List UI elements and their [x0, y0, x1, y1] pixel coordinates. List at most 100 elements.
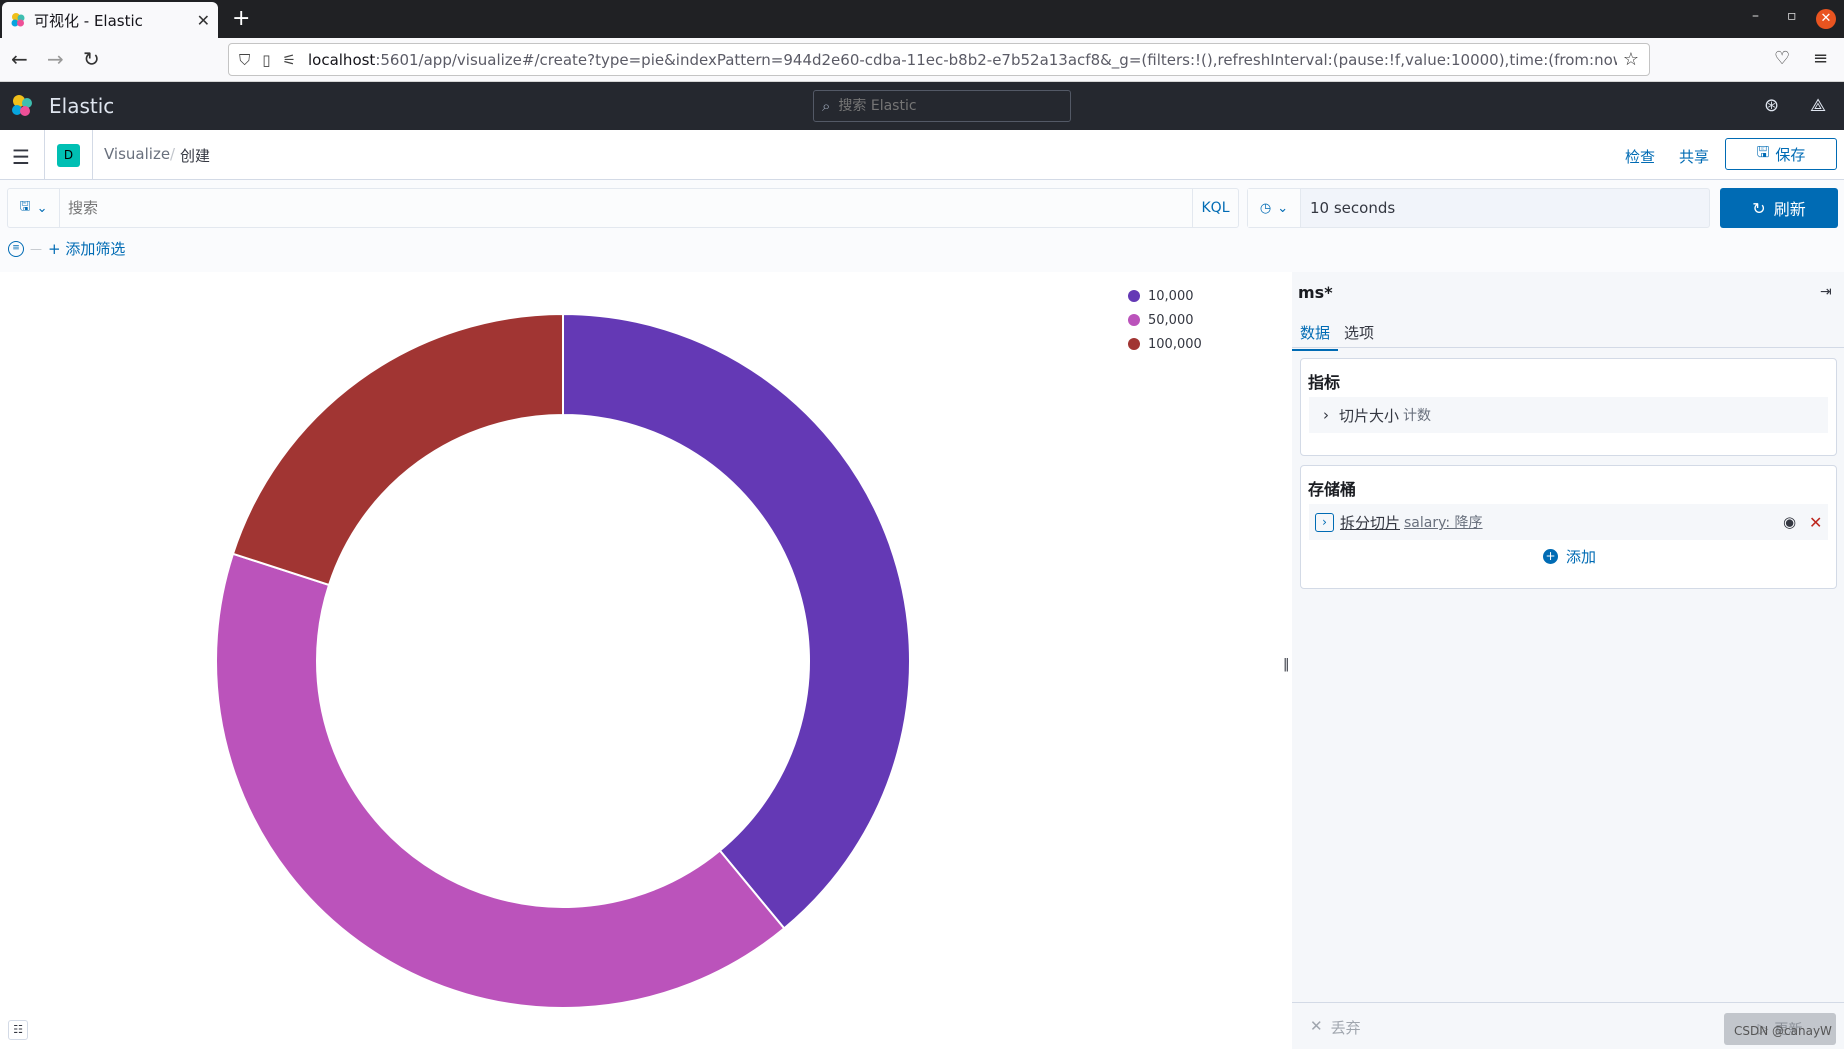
browser-tab[interactable]: 可视化 - Elastic ✕ — [2, 2, 218, 38]
tab-data[interactable]: 数据 — [1291, 324, 1339, 351]
buckets-panel: 存储桶 › 拆分切片 salary: 降序 ◉ ✕ + 添加 — [1300, 465, 1837, 589]
update-label: 更新 — [1774, 1022, 1803, 1038]
collapse-sidebar-icon[interactable]: ⇥ — [1820, 284, 1832, 300]
bucket-sub[interactable]: salary: 降序 — [1404, 515, 1483, 531]
filter-options-icon[interactable]: ≡ — [8, 240, 24, 257]
resize-handle-icon: ‖ — [1283, 657, 1290, 672]
browser-navbar: ← → ↻ ⛉ ▯ ⚟ localhost:5601/app/visualize… — [0, 38, 1844, 82]
update-button[interactable]: ▷ 更新 — [1724, 1013, 1836, 1045]
reload-icon[interactable]: ↻ — [83, 47, 100, 71]
bookmark-star-icon[interactable]: ☆ — [1622, 49, 1639, 70]
legend-item[interactable]: 100,000 — [1128, 332, 1202, 356]
play-icon: ▷ — [1757, 1021, 1769, 1037]
elastic-logo-icon[interactable] — [10, 94, 34, 118]
index-pattern-title: ms* — [1298, 283, 1333, 302]
divider: — — [30, 241, 42, 256]
saved-query-button[interactable]: 🖫 ⌄ — [8, 189, 60, 227]
maximize-icon[interactable]: ▫ — [1787, 8, 1797, 24]
query-area: 🖫 ⌄ KQL ◷ ⌄ 10 seconds ↻ 刷新 ≡ — + 添加筛选 — [0, 180, 1844, 272]
tab-options[interactable]: 选项 — [1344, 324, 1375, 342]
forward-icon[interactable]: → — [47, 47, 64, 71]
url-text: localhost:5601/app/visualize#/create?typ… — [307, 50, 1617, 69]
legend-label: 50,000 — [1148, 312, 1194, 328]
browser-tab-strip: 可视化 - Elastic ✕ + – ▫ ✕ — [0, 0, 1844, 38]
minimize-icon[interactable]: – — [1752, 8, 1759, 24]
refresh-interval-value[interactable]: 10 seconds — [1310, 199, 1396, 217]
tab-close-icon[interactable]: ✕ — [196, 10, 210, 30]
metric-label: 切片大小 — [1339, 406, 1400, 425]
chevron-right-icon[interactable]: › — [1315, 512, 1334, 532]
remove-icon[interactable]: ✕ — [1809, 512, 1823, 532]
metrics-panel: 指标 › 切片大小 计数 — [1300, 358, 1837, 456]
space-avatar[interactable]: D — [57, 144, 80, 167]
inspect-link[interactable]: 检查 — [1625, 148, 1656, 166]
breadcrumb-create: 创建 — [180, 147, 211, 165]
pie-slice-100000[interactable] — [231, 312, 564, 587]
buckets-title: 存储桶 — [1308, 480, 1357, 499]
browser-tab-title: 可视化 - Elastic — [34, 11, 143, 30]
pie-chart — [215, 312, 911, 1009]
page-icon: ▯ — [262, 50, 271, 69]
plus-icon: + — [1542, 549, 1558, 564]
elastic-brand[interactable]: Elastic — [49, 94, 115, 118]
newsfeed-icon[interactable]: ⟁ — [1810, 95, 1827, 116]
discard-button[interactable]: ✕ 丢弃 — [1310, 1017, 1361, 1038]
editor-sidebar: ms* ⇥ 数据 选项 指标 › 切片大小 计数 存储桶 › 拆分切片 sala… — [1291, 272, 1844, 1049]
time-picker: ◷ ⌄ 10 seconds — [1247, 188, 1710, 228]
sidebar-tabs: 数据 选项 — [1291, 316, 1844, 351]
breadcrumb-separator: / — [170, 145, 176, 163]
pocket-icon[interactable]: ♡ — [1774, 48, 1791, 69]
chevron-down-icon: ⌄ — [36, 200, 48, 216]
add-bucket-label: 添加 — [1565, 548, 1596, 566]
pie-slice-10000[interactable] — [562, 312, 911, 930]
global-search-input[interactable] — [838, 98, 1059, 114]
breadcrumb-visualize[interactable]: Visualize — [104, 145, 171, 163]
query-bar: 🖫 ⌄ KQL — [7, 188, 1239, 228]
share-link[interactable]: 共享 — [1679, 148, 1710, 166]
global-search[interactable]: ⌕ — [813, 90, 1071, 122]
chevron-down-icon: ⌄ — [1277, 200, 1289, 216]
metric-item[interactable]: › 切片大小 计数 — [1309, 397, 1828, 433]
add-filter-link[interactable]: + 添加筛选 — [48, 240, 126, 258]
saved-query-icon: 🖫 — [19, 199, 31, 214]
new-tab-icon[interactable]: + — [232, 6, 251, 31]
pie-slice-50000[interactable] — [215, 552, 786, 1009]
refresh-button[interactable]: ↻ 刷新 — [1720, 188, 1838, 228]
panel-resizer[interactable]: ‖ — [1280, 272, 1292, 1049]
legend-dot-icon — [1128, 290, 1140, 302]
legend-dot-icon — [1128, 338, 1140, 350]
refresh-label: 刷新 — [1773, 200, 1806, 219]
bucket-label[interactable]: 拆分切片 — [1340, 513, 1401, 532]
permissions-icon: ⚟ — [282, 50, 296, 69]
watermark: CSDN @canayW — [1734, 1024, 1832, 1038]
help-icon[interactable]: ⊛ — [1764, 95, 1780, 116]
eye-icon[interactable]: ◉ — [1783, 513, 1797, 531]
chart-legend: 10,000 50,000 100,000 — [1128, 284, 1202, 356]
quick-menu-button[interactable]: ◷ ⌄ — [1248, 189, 1301, 227]
divider — [44, 130, 45, 180]
save-icon: 🖫 — [1756, 142, 1770, 161]
legend-item[interactable]: 10,000 — [1128, 284, 1202, 308]
add-bucket-button[interactable]: + 添加 — [1301, 546, 1838, 567]
back-icon[interactable]: ← — [11, 47, 28, 71]
filter-bar: ≡ — + 添加筛选 — [8, 238, 125, 259]
close-icon: ✕ — [1310, 1017, 1323, 1035]
legend-label: 10,000 — [1148, 288, 1194, 304]
list-icon[interactable]: ☷ — [8, 1020, 28, 1040]
clock-icon: ◷ — [1259, 200, 1272, 216]
query-language-toggle[interactable]: KQL — [1192, 189, 1238, 227]
save-label: 保存 — [1775, 145, 1806, 164]
legend-item[interactable]: 50,000 — [1128, 308, 1202, 332]
query-input[interactable] — [68, 199, 1068, 217]
breadcrumb-bar: ☰ D Visualize / 创建 检查 共享 🖫 保存 — [0, 130, 1844, 180]
metric-sub: 计数 — [1403, 408, 1432, 424]
app-menu-icon[interactable]: ≡ — [1813, 48, 1829, 69]
bucket-item[interactable]: › 拆分切片 salary: 降序 ◉ ✕ — [1309, 504, 1828, 540]
metrics-title: 指标 — [1308, 373, 1341, 392]
divider — [92, 130, 93, 180]
url-bar[interactable]: ⛉ ▯ ⚟ localhost:5601/app/visualize#/crea… — [228, 43, 1650, 76]
menu-icon[interactable]: ☰ — [12, 145, 30, 169]
sidebar-footer: ✕ 丢弃 ▷ 更新 — [1292, 1002, 1844, 1049]
window-close-icon[interactable]: ✕ — [1816, 9, 1836, 29]
save-button[interactable]: 🖫 保存 — [1725, 138, 1837, 170]
